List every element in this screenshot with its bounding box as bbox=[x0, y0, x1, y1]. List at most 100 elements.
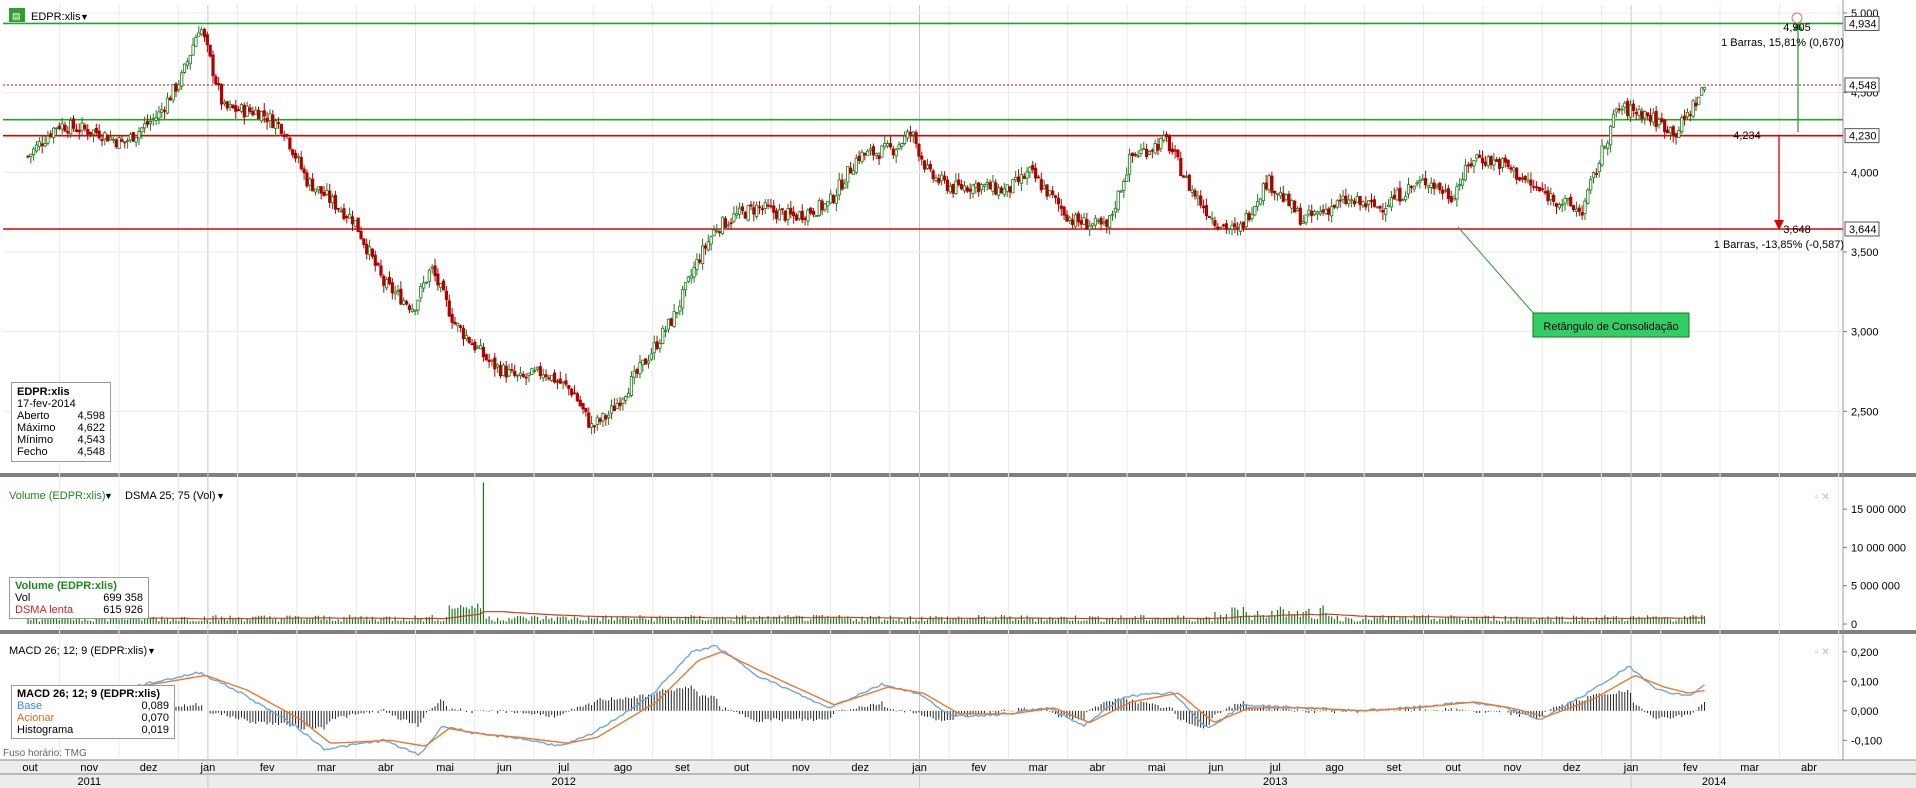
rectangle-label-box[interactable] bbox=[1532, 312, 1690, 338]
price-tag-box bbox=[1844, 77, 1880, 93]
symbol-icon[interactable] bbox=[9, 8, 25, 22]
candle-body bbox=[507, 369, 511, 377]
candle-body bbox=[1116, 190, 1120, 211]
volume-restore-icon[interactable]: ▫ ✕ bbox=[1815, 492, 1830, 503]
volume-tick-label: 15 000 000 bbox=[1851, 504, 1906, 516]
macd-base-line bbox=[27, 644, 1705, 757]
candle-body bbox=[1685, 111, 1690, 118]
candle-body bbox=[735, 213, 739, 216]
candle-body bbox=[979, 184, 984, 191]
candle-body bbox=[211, 54, 215, 77]
candle-body bbox=[857, 155, 861, 162]
candle-body bbox=[812, 210, 816, 215]
candle-body bbox=[1665, 129, 1670, 134]
candle-body bbox=[712, 229, 716, 237]
candle-body bbox=[219, 83, 224, 105]
candle-body bbox=[1586, 189, 1590, 204]
volume-dropdown-icon[interactable]: ▼ bbox=[104, 491, 113, 501]
candle-body bbox=[1552, 195, 1556, 202]
candle-body bbox=[436, 273, 440, 286]
candle-body bbox=[575, 393, 579, 402]
candle-body bbox=[362, 238, 366, 245]
candle-body bbox=[1207, 216, 1211, 218]
candle-body bbox=[883, 143, 887, 148]
candle-body bbox=[1677, 130, 1681, 138]
candle-body bbox=[225, 101, 229, 109]
candle-body bbox=[131, 132, 135, 142]
candle-body bbox=[126, 140, 130, 142]
candle-body bbox=[1164, 134, 1169, 138]
candle-body bbox=[521, 374, 525, 378]
candle-body bbox=[504, 365, 508, 378]
candle-body bbox=[769, 205, 773, 208]
candle-body bbox=[1617, 108, 1621, 111]
candle-body bbox=[120, 139, 124, 142]
candle-body bbox=[194, 36, 198, 47]
candle-body bbox=[1327, 208, 1331, 215]
macd-dropdown-icon[interactable]: ▼ bbox=[147, 646, 156, 656]
month-label: jan bbox=[200, 762, 216, 774]
candle-body bbox=[994, 182, 998, 195]
rectangle-label: Retângulo de Consolidação bbox=[1543, 321, 1678, 333]
candle-body bbox=[1378, 206, 1382, 209]
price-info-date: 17-fev-2014 bbox=[17, 398, 76, 410]
candle-body bbox=[689, 275, 693, 279]
macd-menu[interactable]: MACD 26; 12; 9 (EDPR:xlis) bbox=[9, 645, 147, 657]
candle-body bbox=[618, 402, 622, 407]
candle-body bbox=[1110, 213, 1115, 216]
candle-body bbox=[416, 299, 420, 311]
dsma-menu[interactable]: DSMA 25; 75 (Vol) bbox=[125, 490, 216, 502]
symbol-tab[interactable]: EDPR:xlis bbox=[31, 11, 81, 23]
candle-body bbox=[1683, 115, 1687, 120]
candle-body bbox=[1500, 158, 1505, 168]
dsma-label: DSMA lenta bbox=[15, 604, 74, 616]
macd-info-box: MACD 26; 12; 9 (EDPR:xlis) Base 0,089 Aci… bbox=[11, 685, 175, 739]
macd-trigger-line bbox=[27, 651, 1705, 747]
volume-menu[interactable]: Volume (EDPR:xlis) bbox=[9, 490, 106, 502]
candle-body bbox=[77, 129, 81, 133]
candle-body bbox=[535, 366, 540, 370]
candle-body bbox=[496, 364, 500, 368]
candle-body bbox=[820, 200, 824, 211]
candle-body bbox=[974, 183, 978, 188]
dsma-value: 615 926 bbox=[103, 604, 143, 616]
candle-body bbox=[251, 110, 255, 116]
candle-body bbox=[709, 236, 713, 245]
candle-body bbox=[1079, 220, 1083, 225]
candle-body bbox=[794, 214, 799, 221]
price-info-title: EDPR:xlis bbox=[17, 386, 70, 398]
candle-body bbox=[1631, 103, 1635, 111]
candle-body bbox=[29, 153, 33, 157]
candle-body bbox=[550, 374, 554, 381]
macd-restore-icon[interactable]: ▫ ✕ bbox=[1815, 647, 1830, 658]
candle-body bbox=[1344, 195, 1348, 204]
candle-body bbox=[459, 325, 463, 328]
candle-body bbox=[1227, 228, 1231, 230]
candle-body bbox=[1258, 198, 1263, 205]
candle-body bbox=[1287, 193, 1291, 207]
candle-body bbox=[695, 258, 699, 270]
candle-body bbox=[595, 417, 599, 425]
clock-icon[interactable] bbox=[1791, 12, 1803, 24]
dsma-dropdown-icon[interactable]: ▼ bbox=[216, 491, 225, 501]
candle-body bbox=[1361, 201, 1365, 206]
candle-body bbox=[1022, 175, 1026, 179]
candle-body bbox=[237, 109, 241, 112]
candle-body bbox=[49, 133, 53, 138]
candle-body bbox=[1466, 164, 1470, 167]
candle-body bbox=[513, 370, 517, 376]
candle-body bbox=[1594, 173, 1598, 175]
symbol-dropdown-icon[interactable]: ▼ bbox=[80, 12, 89, 22]
candle-body bbox=[1273, 190, 1277, 194]
candle-body bbox=[626, 392, 631, 398]
candle-body bbox=[97, 130, 101, 139]
candle-body bbox=[470, 343, 474, 346]
candle-body bbox=[476, 346, 480, 349]
candle-body bbox=[1193, 190, 1197, 197]
candle-body bbox=[1142, 148, 1146, 150]
candle-body bbox=[89, 131, 93, 135]
volume-info-box: Volume (EDPR:xlis) Vol 699 358 DSMA lenta… bbox=[9, 577, 149, 619]
candle-body bbox=[365, 243, 369, 255]
candle-body bbox=[1597, 163, 1601, 173]
candle-body bbox=[1549, 193, 1553, 201]
